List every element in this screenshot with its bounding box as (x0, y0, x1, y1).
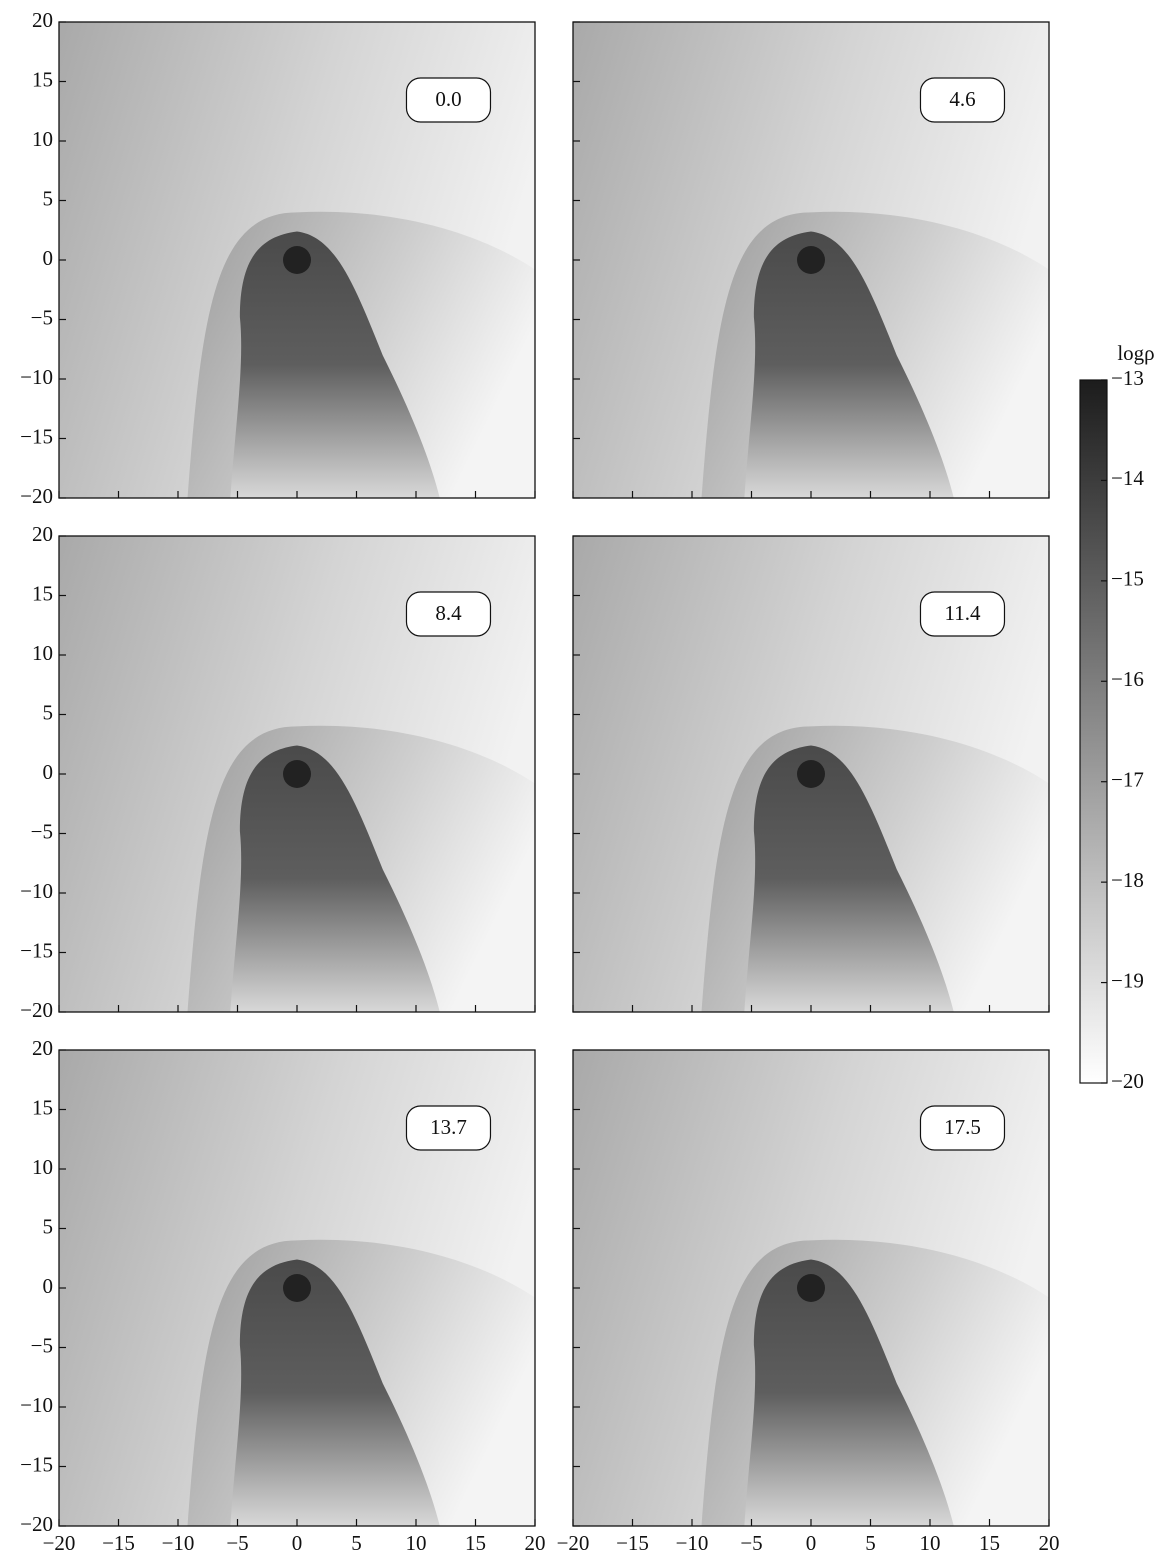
colorbar-tick-label: −18 (1111, 868, 1144, 892)
colorbar-tick-label: −14 (1111, 466, 1144, 490)
time-label: 4.6 (949, 87, 975, 111)
y-tick-label: 20 (32, 1036, 53, 1060)
colorbar (1080, 380, 1107, 1083)
y-tick-label: 15 (32, 581, 53, 605)
x-tick-label: −15 (616, 1531, 649, 1555)
x-tick-label: 0 (292, 1531, 303, 1555)
y-tick-label: 5 (43, 186, 54, 210)
time-label: 8.4 (435, 601, 462, 625)
y-tick-label: −15 (20, 424, 53, 448)
y-tick-label: 0 (43, 760, 54, 784)
y-tick-label: −10 (20, 1393, 53, 1417)
y-tick-label: −5 (31, 819, 53, 843)
colorbar-label: logρ (1117, 341, 1154, 365)
y-tick-label: 0 (43, 1274, 54, 1298)
x-tick-label: −10 (676, 1531, 709, 1555)
x-tick-label: 5 (865, 1531, 876, 1555)
colorbar-tick-label: −20 (1111, 1069, 1144, 1093)
x-tick-label: −15 (102, 1531, 135, 1555)
y-tick-label: 10 (32, 1155, 53, 1179)
y-tick-label: 5 (43, 1214, 54, 1238)
x-tick-label: 10 (406, 1531, 427, 1555)
core (283, 246, 311, 274)
colorbar-tick-label: −17 (1111, 768, 1144, 792)
core (283, 760, 311, 788)
y-tick-label: −20 (20, 1512, 53, 1536)
core (797, 760, 825, 788)
y-tick-label: −5 (31, 1333, 53, 1357)
y-tick-label: 0 (43, 246, 54, 270)
x-tick-label: 20 (525, 1531, 546, 1555)
colorbar-tick-label: −16 (1111, 667, 1144, 691)
core (797, 246, 825, 274)
y-tick-label: −10 (20, 365, 53, 389)
y-tick-label: −20 (20, 998, 53, 1022)
time-label: 13.7 (430, 1115, 467, 1139)
colorbar-tick-label: −15 (1111, 567, 1144, 591)
core (283, 1274, 311, 1302)
x-tick-label: 15 (979, 1531, 1000, 1555)
time-label: 17.5 (944, 1115, 981, 1139)
y-tick-label: 10 (32, 127, 53, 151)
x-tick-label: 15 (465, 1531, 486, 1555)
y-tick-label: 10 (32, 641, 53, 665)
time-label: 0.0 (435, 87, 461, 111)
x-tick-label: 20 (1039, 1531, 1060, 1555)
y-tick-label: −15 (20, 938, 53, 962)
x-tick-label: −20 (557, 1531, 590, 1555)
x-tick-label: 0 (806, 1531, 817, 1555)
colorbar-tick-label: −19 (1111, 968, 1144, 992)
y-tick-label: 5 (43, 700, 54, 724)
x-tick-label: −5 (226, 1531, 248, 1555)
y-tick-label: 15 (32, 1095, 53, 1119)
y-tick-label: 20 (32, 522, 53, 546)
core (797, 1274, 825, 1302)
time-label: 11.4 (944, 601, 980, 625)
y-tick-label: −15 (20, 1452, 53, 1476)
x-tick-label: 5 (351, 1531, 362, 1555)
figure: −20 −15 −10 −5 0 5 10 15 20 0.0 4.6 −20 −15 −10 −5 0 5 10… (0, 0, 1164, 1558)
x-tick-label: −10 (162, 1531, 195, 1555)
x-tick-label: −5 (740, 1531, 762, 1555)
x-tick-label: 10 (920, 1531, 941, 1555)
y-tick-label: 15 (32, 67, 53, 91)
y-tick-label: 20 (32, 8, 53, 32)
y-tick-label: −10 (20, 879, 53, 903)
colorbar-tick-label: −13 (1111, 366, 1144, 390)
y-tick-label: −5 (31, 305, 53, 329)
y-tick-label: −20 (20, 484, 53, 508)
